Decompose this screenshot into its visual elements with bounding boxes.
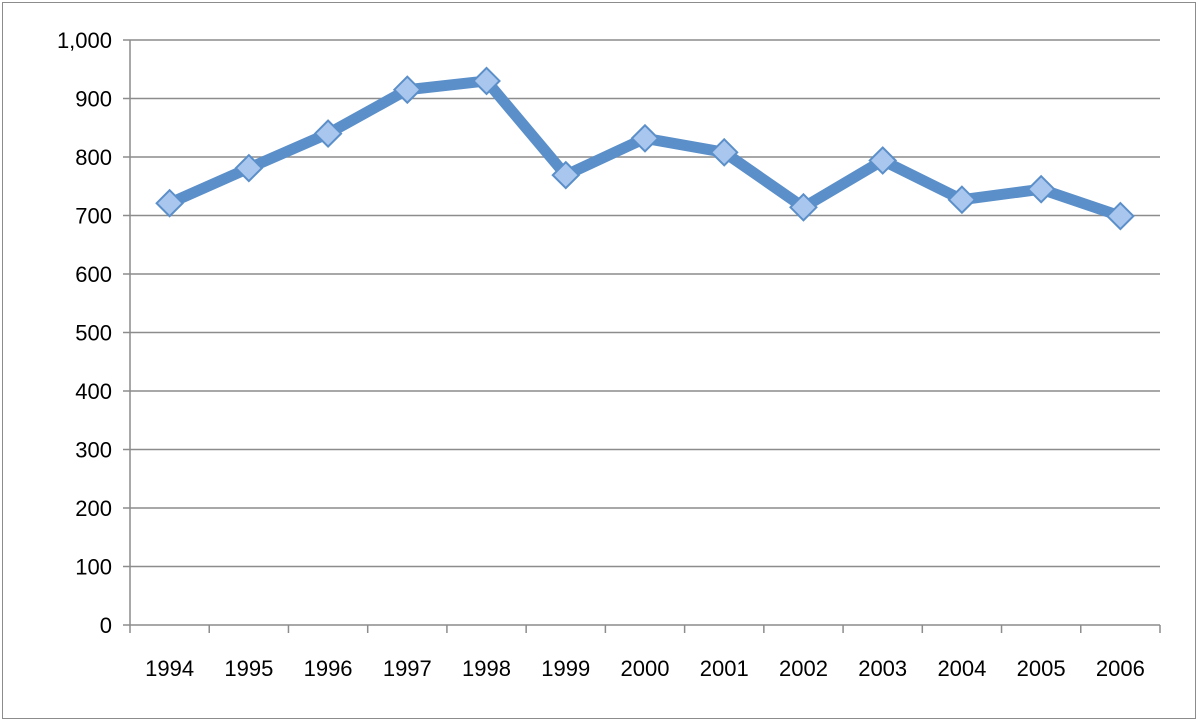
x-tick-label: 2003 bbox=[858, 656, 907, 681]
data-point-1998 bbox=[472, 66, 501, 96]
data-points bbox=[155, 66, 1135, 231]
y-tick-labels: 0 100 200 300 400 500 600 700 800 900 1,000 bbox=[57, 28, 112, 638]
data-point-1997 bbox=[392, 75, 422, 105]
y-tick-label: 500 bbox=[75, 321, 112, 346]
data-point-1995 bbox=[234, 153, 264, 183]
y-tick-label: 600 bbox=[75, 262, 112, 287]
data-point-2000 bbox=[630, 123, 660, 153]
data-point-2005 bbox=[1026, 174, 1056, 204]
axes bbox=[123, 39, 1161, 633]
x-tick-labels: 1994 1995 1996 1997 1998 1999 2000 2001 2002 2003… bbox=[145, 656, 1145, 681]
x-tick-label: 2004 bbox=[937, 656, 986, 681]
data-point-2003 bbox=[868, 146, 898, 175]
x-tick-label: 1997 bbox=[383, 656, 432, 681]
x-tick-label: 1998 bbox=[462, 656, 511, 681]
x-tick-label: 1994 bbox=[145, 656, 194, 681]
data-point-1999 bbox=[551, 160, 581, 190]
x-tick-label: 1996 bbox=[304, 656, 353, 681]
x-tick-label: 1995 bbox=[224, 656, 273, 681]
x-tick-label: 2006 bbox=[1096, 656, 1145, 681]
data-point-2004 bbox=[947, 185, 977, 215]
x-tick-label: 2001 bbox=[700, 656, 749, 681]
y-tick-label: 0 bbox=[100, 613, 112, 638]
data-point-1994 bbox=[155, 188, 185, 218]
y-tick-label: 900 bbox=[75, 87, 112, 112]
y-tick-label: 400 bbox=[75, 379, 112, 404]
y-tick-label: 700 bbox=[75, 204, 112, 229]
y-tick-label: 100 bbox=[75, 555, 112, 580]
data-point-2001 bbox=[709, 137, 739, 167]
data-point-2006 bbox=[1105, 201, 1135, 231]
x-tick-label: 2002 bbox=[779, 656, 828, 681]
y-tick-label: 200 bbox=[75, 496, 112, 521]
x-tick-label: 1999 bbox=[541, 656, 590, 681]
data-point-1996 bbox=[313, 119, 343, 149]
y-tick-label: 1,000 bbox=[57, 28, 112, 53]
y-tick-label: 300 bbox=[75, 438, 112, 463]
gridlines bbox=[130, 39, 1160, 568]
y-tick-label: 800 bbox=[75, 145, 112, 170]
x-tick-label: 2000 bbox=[621, 656, 670, 681]
x-tick-label: 2005 bbox=[1017, 656, 1066, 681]
data-point-2002 bbox=[789, 192, 818, 222]
